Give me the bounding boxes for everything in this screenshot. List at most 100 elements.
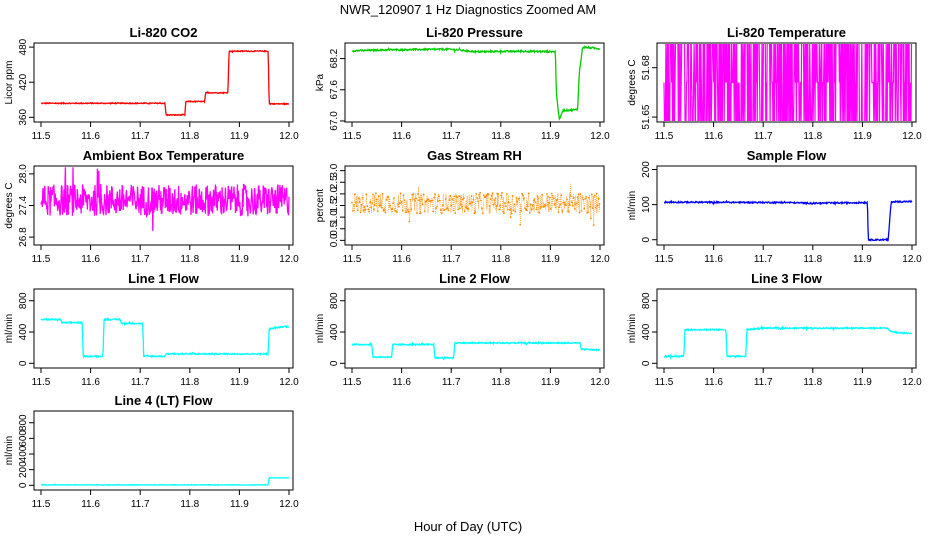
series-point	[483, 194, 485, 197]
plot-frame	[656, 165, 917, 246]
plot-frame	[344, 42, 605, 123]
series-point	[471, 201, 474, 204]
series-point	[505, 193, 508, 195]
series-point	[568, 210, 570, 213]
series-point	[598, 202, 601, 205]
panel-1: Li-820 Pressure 11.5 11.6 11.7 11.8 11.9 12.0 6…	[315, 25, 610, 142]
series-point	[403, 199, 406, 202]
series-area	[663, 44, 913, 121]
series-point	[360, 203, 363, 206]
series-point	[490, 194, 493, 197]
series-point	[374, 204, 376, 207]
x-tick-label: 11.7	[131, 254, 150, 265]
series-point	[464, 206, 467, 208]
series-point	[470, 195, 473, 197]
x-tick-label: 12.0	[590, 377, 610, 388]
x-tick-label: 11.9	[541, 254, 560, 265]
x-tick-label: 12.0	[279, 377, 299, 388]
y-tick-label: 480	[18, 38, 29, 55]
series-point	[422, 193, 425, 196]
y-tick-label: 0	[641, 237, 652, 243]
series-point	[500, 194, 502, 197]
series-point	[509, 216, 512, 219]
x-tick-label: 11.9	[230, 131, 249, 142]
series-point	[392, 202, 394, 205]
x-tick-label: 11.8	[803, 131, 822, 142]
panel-8: Line 3 Flow 11.5 11.6 11.7 11.8 11.9 12.0 0 400 8…	[627, 271, 922, 388]
series-point	[481, 207, 483, 210]
series-point	[367, 208, 370, 211]
series-point	[373, 208, 375, 211]
series-point	[565, 204, 567, 206]
series-point	[351, 201, 353, 204]
series-point	[543, 205, 545, 208]
series-point	[440, 209, 442, 211]
series-point	[377, 195, 380, 198]
y-tick-label: 420	[18, 73, 29, 90]
series-point	[450, 204, 453, 207]
series-point	[416, 212, 418, 215]
series-point	[414, 200, 416, 202]
series-point	[524, 207, 526, 210]
series-point	[456, 196, 458, 199]
series-point	[399, 192, 402, 195]
series-point	[407, 211, 410, 213]
series-point	[431, 199, 434, 202]
y-axis-label: degrees C	[627, 59, 638, 105]
series-point	[482, 212, 484, 215]
series-point	[526, 205, 529, 208]
series-point	[434, 193, 436, 196]
x-tick-label: 11.9	[230, 499, 249, 510]
series-area	[40, 476, 290, 487]
x-tick-label: 11.6	[704, 131, 723, 142]
panel-title: Line 2 Flow	[439, 271, 511, 286]
series-point	[527, 192, 530, 195]
series-point	[410, 208, 413, 211]
y-tick-label: 67.6	[329, 80, 340, 100]
x-tick-label: 11.9	[230, 254, 249, 265]
y-tick-label: 0.0	[329, 233, 340, 247]
x-tick-label: 11.7	[131, 377, 150, 388]
series-point	[452, 209, 455, 212]
x-tick-label: 11.6	[81, 254, 100, 265]
series-point	[547, 195, 549, 198]
series-point	[457, 208, 459, 211]
series-point	[371, 202, 373, 205]
panel-6: Line 1 Flow 11.5 11.6 11.7 11.8 11.9 12.0 0 400 8…	[4, 271, 299, 388]
x-tick-label: 11.6	[392, 254, 411, 265]
series-point	[494, 197, 497, 200]
series-point	[552, 197, 555, 200]
series-point	[595, 192, 598, 195]
series-point	[512, 209, 515, 212]
series-point	[433, 196, 436, 199]
y-tick-label: 0	[329, 360, 340, 366]
y-tick-label: 2.5	[329, 175, 340, 189]
figure-xlabel: Hour of Day (UTC)	[414, 519, 522, 534]
series-point	[569, 204, 571, 207]
series-point	[503, 212, 505, 215]
series-point	[441, 204, 444, 207]
y-tick-label: 0.5	[329, 221, 340, 235]
y-axis-label: ml/min	[4, 436, 15, 465]
series-point	[379, 204, 382, 207]
series-point	[584, 198, 587, 200]
series-area	[351, 45, 601, 121]
panel-7: Line 2 Flow 11.5 11.6 11.7 11.8 11.9 12.0 0 400 8…	[315, 271, 610, 388]
series-point	[529, 203, 532, 206]
x-tick-label: 11.7	[131, 499, 150, 510]
series-point	[583, 207, 586, 210]
series-point	[400, 200, 403, 203]
panel-3: Ambient Box Temperature 11.5 11.6 11.7 11.8 1…	[4, 148, 299, 265]
series-point	[376, 210, 379, 213]
x-tick-label: 11.7	[754, 254, 773, 265]
series-point	[560, 194, 563, 197]
series-point	[540, 206, 543, 208]
series-point	[538, 211, 541, 214]
series-point	[519, 223, 522, 226]
series-point	[532, 199, 535, 202]
series-point	[576, 196, 579, 199]
y-tick-label: 360	[18, 109, 29, 126]
series-area	[663, 325, 913, 361]
y-tick-label: 67.0	[329, 111, 340, 131]
